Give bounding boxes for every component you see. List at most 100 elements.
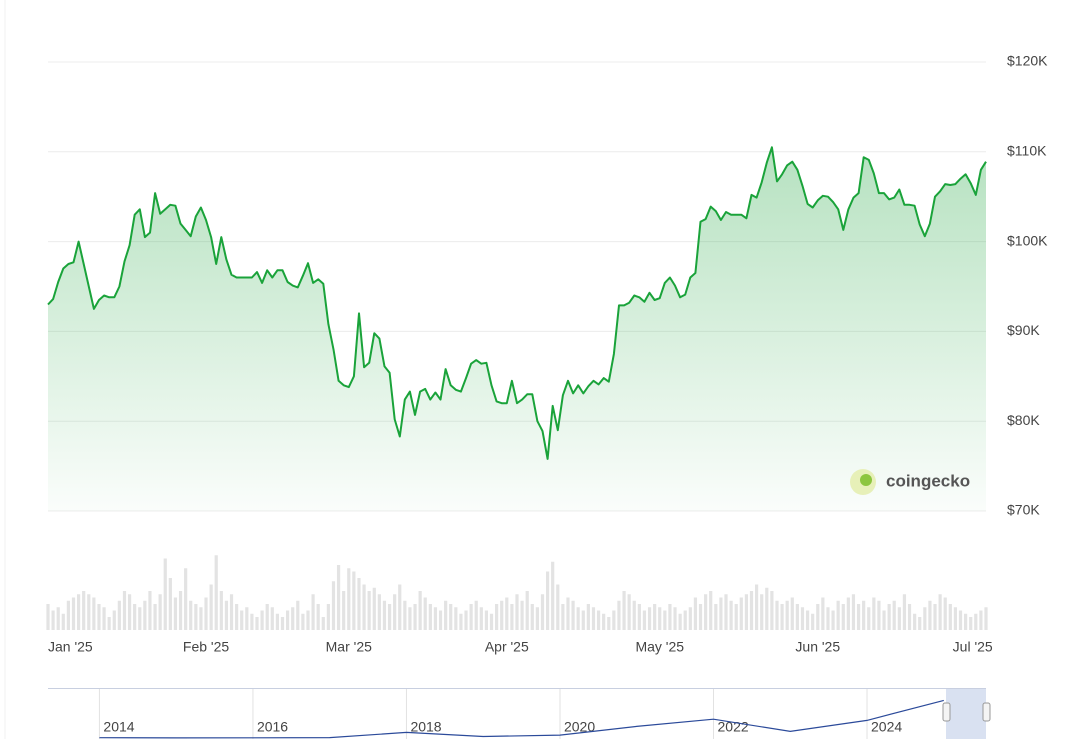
volume-bar bbox=[454, 607, 458, 630]
volume-bar bbox=[918, 617, 922, 630]
volume-bar bbox=[775, 600, 779, 630]
volume-bar bbox=[800, 607, 805, 630]
volume-bar bbox=[291, 607, 295, 630]
volume-bar bbox=[974, 613, 978, 630]
volume-bar bbox=[561, 604, 565, 630]
volume-bar bbox=[729, 600, 733, 630]
volume-bar bbox=[836, 600, 840, 630]
volume-bar bbox=[229, 594, 234, 630]
volume-bar bbox=[449, 604, 453, 630]
volume-bar bbox=[163, 558, 167, 630]
volume-bar bbox=[352, 571, 356, 630]
volume-bar bbox=[362, 584, 366, 630]
volume-bar bbox=[540, 594, 545, 630]
volume-bar bbox=[979, 610, 983, 630]
volume-bar bbox=[280, 617, 285, 630]
volume-bar bbox=[902, 594, 907, 630]
volume-bar bbox=[489, 613, 494, 630]
volume-bar bbox=[153, 604, 157, 630]
volume-bar bbox=[510, 604, 514, 630]
volume-bar bbox=[393, 594, 397, 630]
volume-bar bbox=[520, 600, 524, 630]
volume-bar bbox=[862, 600, 866, 630]
x-tick-label: Feb '25 bbox=[183, 639, 229, 655]
volume-bar bbox=[204, 597, 208, 630]
volume-bar bbox=[617, 600, 621, 630]
volume-bar bbox=[240, 610, 244, 630]
volume-bar bbox=[219, 591, 223, 630]
volume-bar bbox=[138, 607, 142, 630]
volume-bar bbox=[658, 607, 662, 630]
volume-bar bbox=[209, 584, 213, 630]
volume-bar bbox=[754, 584, 759, 630]
volume-bar bbox=[596, 610, 601, 630]
volume-bar bbox=[928, 600, 932, 630]
volume-bar bbox=[484, 610, 489, 630]
volume-bar bbox=[591, 607, 596, 630]
volume-bar bbox=[856, 604, 861, 630]
volume-bar bbox=[535, 607, 539, 630]
volume-bar bbox=[556, 584, 560, 630]
volume-bar bbox=[178, 591, 183, 630]
y-tick-label: $100K bbox=[1007, 232, 1048, 248]
volume-bar bbox=[311, 594, 315, 630]
volume-bar bbox=[321, 617, 325, 630]
volume-bar bbox=[637, 604, 641, 630]
volume-bar bbox=[923, 607, 927, 630]
volume-bar bbox=[607, 617, 611, 630]
price-line bbox=[47, 146, 987, 460]
volume-bar bbox=[306, 610, 310, 630]
volume-bar bbox=[826, 607, 830, 630]
volume-bar bbox=[367, 591, 371, 630]
navigator-handle-right[interactable] bbox=[982, 702, 991, 722]
volume-bar bbox=[724, 594, 728, 630]
volume-bar bbox=[56, 607, 60, 630]
x-tick-label: May '25 bbox=[635, 639, 684, 655]
volume-bar bbox=[760, 594, 764, 630]
volume-bar bbox=[133, 604, 137, 630]
volume-bar bbox=[505, 597, 509, 630]
volume-bar bbox=[158, 594, 162, 630]
volume-bar bbox=[984, 607, 988, 630]
volume-bar bbox=[296, 600, 300, 630]
x-tick-label: Jun '25 bbox=[795, 639, 840, 655]
volume-bar bbox=[403, 600, 407, 630]
volume-bar bbox=[673, 607, 677, 630]
x-tick-label: Jan '25 bbox=[48, 639, 93, 655]
volume-bar bbox=[194, 604, 198, 630]
volume-bar bbox=[495, 604, 499, 630]
volume-bar bbox=[413, 604, 417, 630]
volume-bar bbox=[444, 600, 448, 630]
navigator-handle-left[interactable] bbox=[942, 702, 951, 722]
volume-bar bbox=[423, 597, 427, 630]
navigator-tick-label: 2016 bbox=[257, 719, 288, 735]
volume-bar bbox=[943, 597, 947, 630]
navigator-bg bbox=[48, 688, 986, 739]
volume-bar bbox=[474, 600, 478, 630]
volume-bar bbox=[530, 604, 534, 630]
navigator-tick-label: 2014 bbox=[103, 719, 134, 735]
x-tick-label: Mar '25 bbox=[326, 639, 372, 655]
volume-bar bbox=[887, 604, 891, 630]
volume-bar bbox=[872, 597, 876, 630]
volume-bar bbox=[336, 565, 341, 630]
y-tick-label: $90K bbox=[1007, 322, 1040, 338]
volume-bar bbox=[61, 613, 65, 630]
volume-bar bbox=[148, 591, 152, 630]
volume-bar bbox=[214, 555, 218, 630]
volume-bar bbox=[571, 600, 575, 630]
volume-bar bbox=[270, 607, 274, 630]
volume-bar bbox=[642, 610, 647, 630]
volume-bar bbox=[688, 607, 692, 630]
volume-bar bbox=[877, 600, 881, 630]
volume-bar bbox=[235, 604, 239, 630]
navigator-tick-label: 2024 bbox=[871, 719, 902, 735]
y-tick-label: $120K bbox=[1007, 53, 1048, 69]
volume-bar bbox=[265, 604, 269, 630]
volume-bar bbox=[382, 600, 387, 630]
navigator-tick-label: 2022 bbox=[718, 719, 749, 735]
navigator-selection[interactable] bbox=[946, 689, 986, 739]
volume-bar bbox=[377, 594, 381, 630]
